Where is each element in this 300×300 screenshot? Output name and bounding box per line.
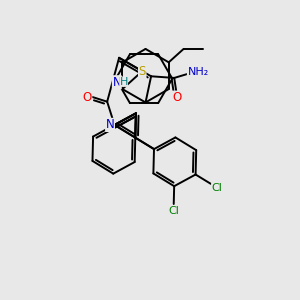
Text: NH₂: NH₂ — [188, 68, 209, 77]
Text: Cl: Cl — [168, 206, 179, 216]
Text: O: O — [82, 91, 92, 103]
Text: H: H — [119, 77, 128, 87]
Text: N: N — [112, 76, 121, 89]
Text: Cl: Cl — [212, 183, 223, 193]
Text: N: N — [106, 118, 114, 131]
Text: O: O — [172, 91, 181, 104]
Text: S: S — [139, 65, 146, 78]
